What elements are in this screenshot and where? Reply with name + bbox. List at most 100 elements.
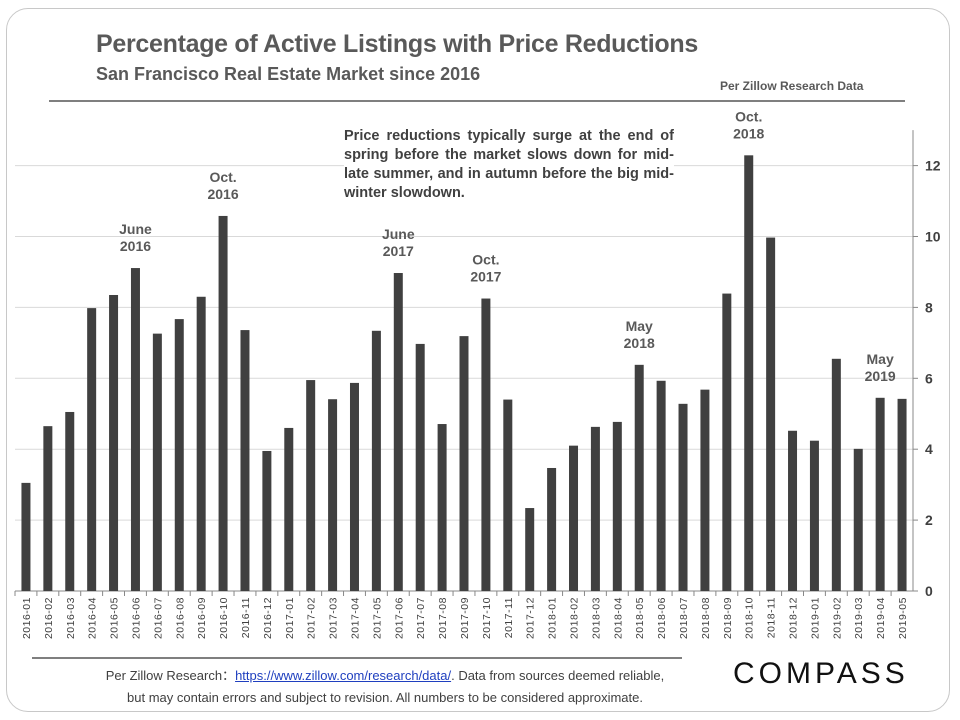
x-tick-label: 2018-10	[744, 597, 756, 639]
annotation-label: 2018	[624, 335, 655, 351]
footer-divider	[32, 657, 682, 659]
x-tick-label: 2018-07	[678, 597, 690, 639]
footer-line2: but may contain errors and subject to re…	[127, 690, 643, 705]
bar-2019-01	[809, 440, 819, 591]
x-tick-label: 2016-05	[109, 597, 121, 639]
annotation-label: 2017	[470, 269, 501, 285]
bar-2018-04	[612, 421, 622, 591]
bar-2016-04	[87, 308, 97, 591]
x-tick-label: 2016-02	[43, 597, 55, 639]
x-tick-label: 2017-01	[284, 597, 296, 639]
x-tick-label: 2016-04	[87, 597, 99, 639]
bar-2019-05	[897, 398, 907, 591]
x-tick-label: 2017-04	[349, 597, 361, 639]
bar-2018-01	[547, 467, 557, 591]
bar-2017-08	[437, 424, 447, 591]
x-tick-label: 2016-09	[196, 597, 208, 639]
x-tick-label: 2016-03	[65, 597, 77, 639]
bar-2017-04	[349, 382, 359, 591]
footer-prefix: Per Zillow Research：	[105, 668, 236, 683]
bar-2018-08	[700, 389, 710, 591]
x-tick-label: 2018-05	[634, 597, 646, 639]
annotation-label: 2019	[865, 368, 896, 384]
x-tick-label: 2016-12	[262, 597, 274, 639]
bar-2016-09	[196, 296, 206, 591]
bar-2016-12	[262, 450, 272, 591]
bar-2018-09	[722, 293, 732, 591]
x-tick-label: 2018-02	[569, 597, 581, 639]
x-tick-label: 2018-09	[722, 597, 734, 639]
bar-2017-09	[459, 336, 469, 591]
annotation-label: 2017	[383, 243, 414, 259]
chart-note: Price reductions typically surge at the …	[344, 127, 674, 203]
zillow-link[interactable]: https://www.zillow.com/research/data/	[235, 668, 452, 683]
y-tick-label: 6	[925, 370, 933, 386]
bar-2016-05	[109, 294, 119, 591]
slide-frame	[6, 8, 950, 712]
x-tick-label: 2017-06	[393, 597, 405, 639]
x-tick-label: 2018-03	[590, 597, 602, 639]
bar-2016-06	[130, 268, 140, 591]
bar-2018-07	[678, 403, 688, 591]
x-tick-label: 2016-07	[152, 597, 164, 639]
y-tick-label: 2	[925, 512, 933, 528]
x-tick-label: 2017-11	[503, 597, 515, 638]
x-tick-label: 2018-06	[656, 597, 668, 639]
annotation-label: Oct.	[472, 252, 499, 268]
bar-2017-12	[525, 508, 535, 591]
footer-text: Per Zillow Research：https://www.zillow.c…	[30, 665, 740, 709]
x-tick-label: 2019-03	[853, 597, 865, 639]
bar-2016-01	[21, 482, 31, 591]
bar-2017-02	[306, 380, 316, 591]
x-tick-label: 2019-05	[897, 597, 909, 639]
x-tick-label: 2018-12	[788, 597, 800, 639]
y-tick-label: 10	[925, 229, 941, 245]
bar-2016-02	[43, 426, 53, 591]
x-tick-label: 2017-10	[481, 597, 493, 639]
bar-2016-08	[174, 319, 184, 591]
x-tick-label: 2017-08	[437, 597, 449, 639]
x-tick-label: 2016-08	[174, 597, 186, 639]
annotation-label: Oct.	[735, 108, 762, 124]
annotation-label: 2016	[207, 186, 238, 202]
chart-subtitle: San Francisco Real Estate Market since 2…	[96, 64, 481, 84]
x-tick-label: 2017-02	[306, 597, 318, 639]
annotation-label: June	[382, 226, 415, 242]
x-tick-label: 2019-02	[831, 597, 843, 639]
x-tick-label: 2018-11	[766, 597, 778, 638]
x-tick-label: 2017-05	[371, 597, 383, 639]
footer-suffix: . Data from sources deemed reliable,	[451, 668, 665, 683]
bar-2017-07	[415, 343, 425, 591]
bar-2018-02	[569, 445, 579, 591]
bar-2017-10	[481, 298, 491, 591]
y-tick-label: 0	[925, 583, 933, 599]
annotation-label: Oct.	[209, 169, 236, 185]
x-tick-label: 2016-10	[218, 597, 230, 639]
annotation-label: May	[867, 351, 894, 367]
x-tick-label: 2017-07	[415, 597, 427, 639]
bar-2016-07	[152, 333, 162, 591]
annotation-label: May	[626, 318, 653, 334]
bar-2019-04	[875, 397, 885, 591]
x-tick-label: 2018-08	[700, 597, 712, 639]
x-tick-label: 2018-01	[547, 597, 559, 639]
y-tick-label: 4	[925, 441, 933, 457]
annotation-label: 2016	[120, 238, 151, 254]
annotation-label: June	[119, 221, 152, 237]
bar-2018-11	[766, 237, 776, 591]
bar-2017-06	[393, 273, 403, 591]
x-tick-label: 2016-01	[21, 597, 33, 639]
x-tick-label: 2016-11	[240, 597, 252, 638]
bar-2018-10	[744, 155, 754, 591]
bar-2017-11	[503, 399, 513, 591]
bar-2018-05	[634, 364, 644, 591]
x-tick-label: 2016-06	[130, 597, 142, 639]
bar-2016-10	[218, 215, 228, 591]
bar-2019-03	[853, 448, 863, 591]
x-tick-label: 2017-09	[459, 597, 471, 639]
bar-2019-02	[831, 358, 841, 591]
compass-logo: COMPASS	[733, 657, 909, 690]
bar-2017-05	[371, 330, 381, 591]
bar-2018-12	[788, 430, 798, 591]
